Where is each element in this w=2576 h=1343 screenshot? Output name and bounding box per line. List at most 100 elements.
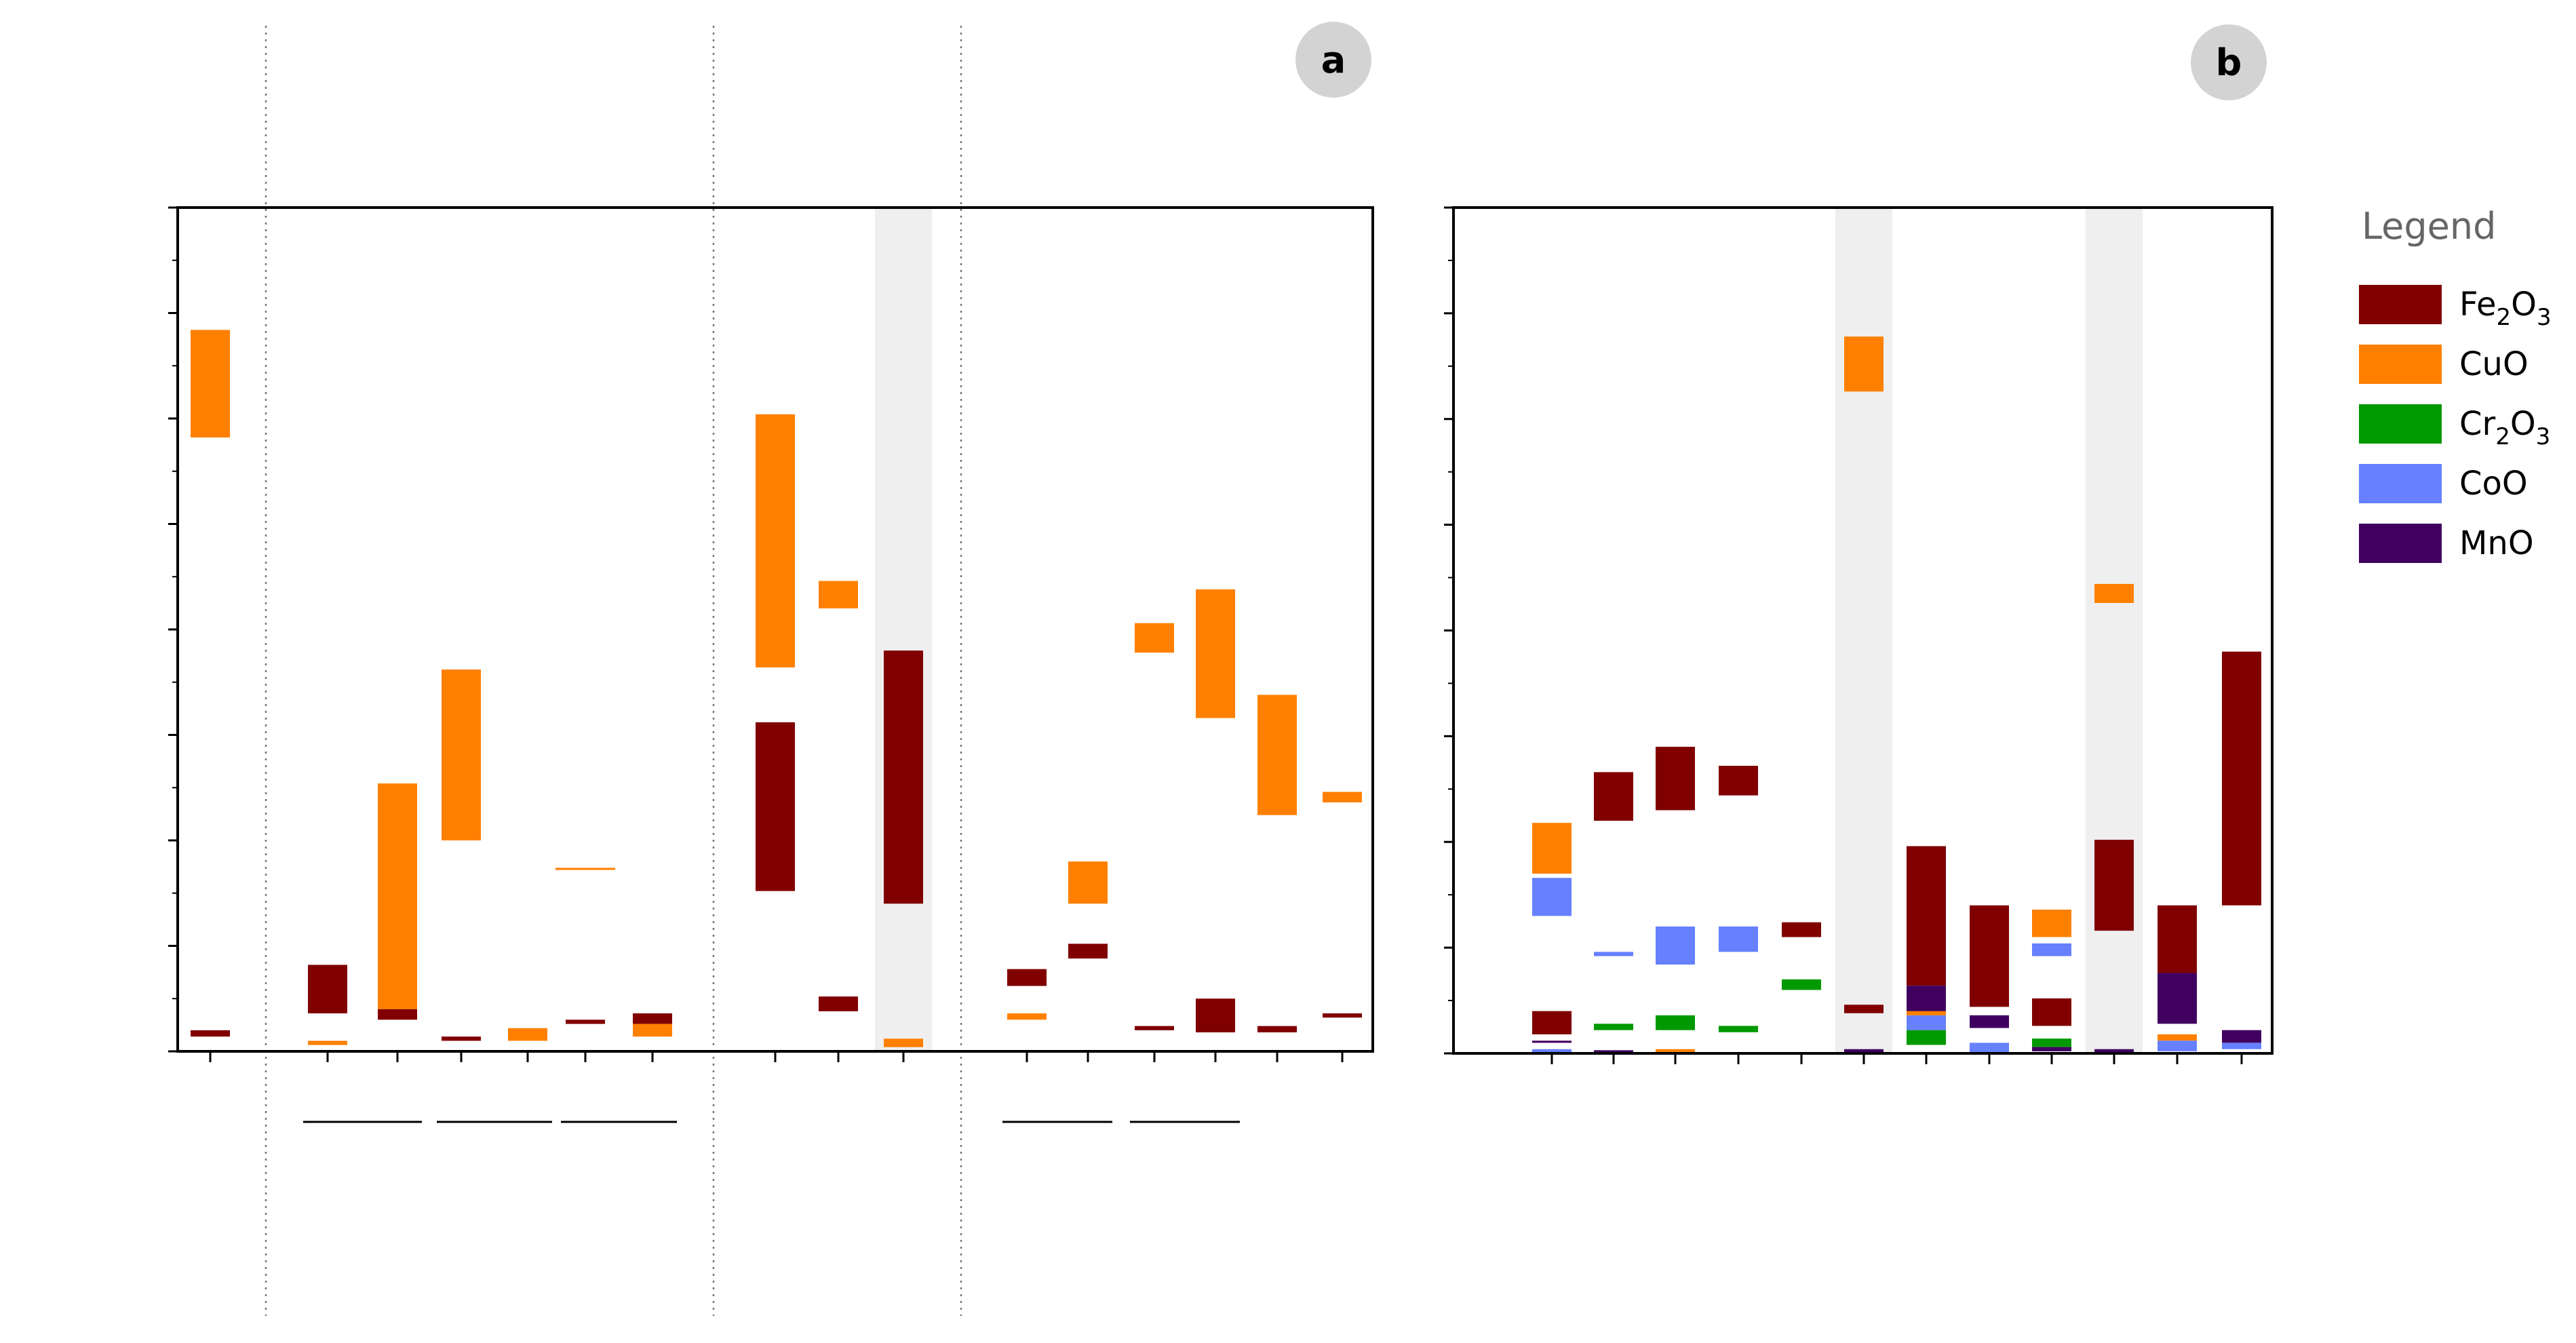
bar-b-PNP2601-Fe2O3-2 xyxy=(1532,1011,1572,1034)
legend-label-part-Cr2O3-s1: 2 xyxy=(2495,423,2510,450)
bar-b-PNP2521-Fe2O3-0 xyxy=(1656,746,1695,811)
bar-b-PNP2908-MnO-1 xyxy=(1970,1015,2009,1028)
bar-PNP2884-a-CuO-0 xyxy=(1135,623,1174,653)
bar-b-PNP2562-Cr2O3-1 xyxy=(1782,979,1821,990)
bar-b-PNP2930-Cr2O3-3 xyxy=(2032,1038,2071,1047)
bar-b-PNP2601-CoO-4 xyxy=(1532,1049,1572,1053)
bar-PNP2822-a-CuO-0 xyxy=(555,868,615,870)
panel-a-badge: a xyxy=(1295,22,1371,98)
panel-b-badge-circle xyxy=(2191,24,2267,100)
panel-a-badge-circle xyxy=(1295,22,1371,98)
highlight-bands xyxy=(875,208,2143,1053)
bar-b-PNP2933-CoO-3 xyxy=(2158,1040,2197,1051)
bar-b-PNP2521-Cr2O3-2 xyxy=(1656,1015,1695,1030)
bar-b-PNP2563-MnO-2 xyxy=(1844,1049,1884,1053)
legend-label-part-Fe2O3-mid: O xyxy=(2511,286,2537,324)
bar-b-PNP2933-CuO-2 xyxy=(2158,1034,2197,1041)
legend-label-part-Cr2O3-s2: 3 xyxy=(2536,423,2551,450)
legend-label-CoO: CoO xyxy=(2459,465,2528,503)
legend-label-Fe2O3: Fe2O3 xyxy=(2459,286,2552,331)
bar-b-PNP2520-MnO-3 xyxy=(1594,1050,1633,1053)
bar-b-PNP2870-MnO-1 xyxy=(2222,1030,2261,1043)
axes-layer xyxy=(168,206,2273,1123)
bar-b-PNP2520-Cr2O3-2 xyxy=(1594,1024,1633,1030)
bar-b-PNP2524-Cr2O3-2 xyxy=(1719,1026,1758,1032)
bar-PNP2822-b-Fe2O3-0 xyxy=(633,1013,672,1024)
legend-label-MnO: MnO xyxy=(2459,524,2534,562)
bar-PNP2809-b-Fe2O3-1 xyxy=(378,1009,417,1020)
bar-PNP2809-a-CuO-1 xyxy=(308,1040,347,1045)
bar-PNP2822-b-CuO-1 xyxy=(633,1024,672,1037)
legend-label-part-Cr2O3-mid: O xyxy=(2510,405,2536,443)
panel-a-badge-text: a xyxy=(1321,39,1346,81)
legend-title: Legend xyxy=(2362,205,2496,248)
bar-PNP2931-Fe2O3-1 xyxy=(819,996,858,1011)
bar-b-PNP2563-CuO-0 xyxy=(1844,336,1884,392)
bar-b-PNP2932-CuO-0 xyxy=(2094,583,2134,603)
bar-PNP2809-a-Fe2O3-0 xyxy=(308,965,347,1014)
bar-b-PNP2872-Fe2O3-0 xyxy=(1907,846,1946,986)
bar-PNP2809-b-CuO-0 xyxy=(378,783,417,1009)
bar-PNP2875-CuO-0 xyxy=(756,414,795,667)
bar-PNP2870-Fe2O3-0 xyxy=(884,650,923,904)
bar-b-PNP2524-Fe2O3-0 xyxy=(1719,766,1758,796)
legend-label-Cr2O3: Cr2O3 xyxy=(2459,405,2550,450)
bar-PNP2886-CuO-0 xyxy=(1257,695,1297,815)
legend-label-part-CuO-base: CuO xyxy=(2459,345,2529,383)
bar-b-PNP2601-MnO-3 xyxy=(1532,1040,1572,1043)
bar-PNP2874-CuO-0 xyxy=(191,330,230,437)
bar-PNP2888-CuO-0 xyxy=(1323,792,1362,803)
bar-b-PNP2932-Fe2O3-1 xyxy=(2094,840,2134,931)
panel-b-badge: b xyxy=(2191,24,2267,100)
bar-b-PNP2870-Fe2O3-0 xyxy=(2222,651,2261,906)
bar-PNP2883-b-CuO-0 xyxy=(1068,861,1108,904)
legend-label-part-MnO-base: MnO xyxy=(2459,524,2534,562)
bar-b-PNP2524-CoO-1 xyxy=(1719,926,1758,952)
bar-b-PNP2601-CoO-1 xyxy=(1532,878,1572,916)
legend-swatch-CoO xyxy=(2359,464,2442,503)
bar-b-PNP2930-CuO-0 xyxy=(2032,910,2071,937)
bar-b-PNP2870-CoO-2 xyxy=(2222,1043,2261,1049)
bar-PNP2883-a-Fe2O3-0 xyxy=(1007,969,1047,986)
bar-b-PNP2521-CoO-1 xyxy=(1656,926,1695,965)
bar-PNP2875-Fe2O3-1 xyxy=(756,722,795,891)
bar-PNP2874-Fe2O3-1 xyxy=(191,1030,230,1037)
bar-PNP2931-CuO-0 xyxy=(819,581,858,608)
bar-b-PNP2932-MnO-2 xyxy=(2094,1049,2134,1053)
bar-PNP2883-a-CuO-1 xyxy=(1007,1013,1047,1020)
panel-b-badge-text: b xyxy=(2216,41,2242,84)
bar-PNP2886-Fe2O3-1 xyxy=(1257,1026,1297,1033)
bar-PNP2870-CuO-1 xyxy=(884,1038,923,1047)
bar-b-PNP2930-MnO-4 xyxy=(2032,1047,2071,1051)
bar-b-PNP2908-CoO-2 xyxy=(1970,1043,2009,1053)
highlight-band-a-PNP2870 xyxy=(875,208,932,1051)
legend-label-part-Cr2O3-base: Cr xyxy=(2459,405,2496,443)
bar-b-PNP2908-Fe2O3-0 xyxy=(1970,905,2009,1007)
bar-b-PNP2933-Fe2O3-0 xyxy=(2158,905,2197,973)
bar-b-PNP2933-MnO-1 xyxy=(2158,973,2197,1024)
bar-b-PNP2930-CoO-1 xyxy=(2032,943,2071,956)
bar-b-PNP2601-CuO-0 xyxy=(1532,823,1572,874)
bar-PNP2821-a-Fe2O3-1 xyxy=(442,1036,481,1041)
bar-PNP2821-b-CuO-0 xyxy=(508,1028,547,1041)
legend-label-part-CoO-base: CoO xyxy=(2459,465,2528,503)
period-dividers xyxy=(265,26,962,1316)
bar-b-PNP2520-Fe2O3-0 xyxy=(1594,772,1633,821)
bar-b-PNP2872-CoO-2 xyxy=(1907,1015,1946,1030)
highlight-band-b-PNP2563 xyxy=(1835,208,1892,1053)
bar-PNP2884-b-Fe2O3-1 xyxy=(1196,998,1235,1033)
bar-PNP2822-a-Fe2O3-1 xyxy=(566,1019,605,1024)
bar-b-PNP2520-CoO-1 xyxy=(1594,952,1633,956)
bar-b-PNP2521-CuO-3 xyxy=(1656,1049,1695,1053)
legend-swatch-Cr2O3 xyxy=(2359,404,2442,444)
bar-b-PNP2562-Fe2O3-0 xyxy=(1782,922,1821,937)
legend-label-CuO: CuO xyxy=(2459,345,2529,383)
bar-PNP2888-Fe2O3-1 xyxy=(1323,1013,1362,1018)
legend-swatch-Fe2O3 xyxy=(2359,285,2442,324)
bars-layer xyxy=(191,330,2261,1053)
legend-label-part-Fe2O3-base: Fe xyxy=(2459,286,2497,324)
bar-b-PNP2872-MnO-1 xyxy=(1907,986,1946,1013)
